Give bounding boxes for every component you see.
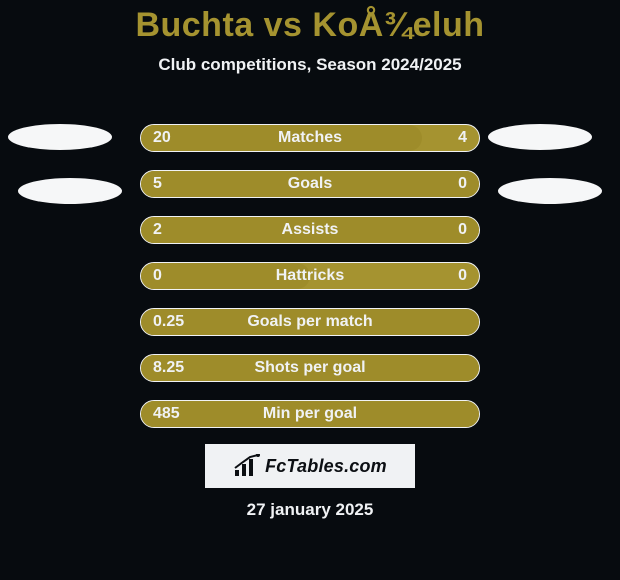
date-label: 27 january 2025	[0, 500, 620, 520]
stat-label: Min per goal	[211, 405, 409, 423]
page-title: Buchta vs KoÅ¾eluh	[0, 0, 620, 45]
stat-row: 0Hattricks0	[140, 262, 480, 290]
subtitle: Club competitions, Season 2024/2025	[0, 55, 620, 75]
signal-bars-icon	[233, 454, 261, 478]
stat-left-value: 20	[141, 129, 211, 147]
stat-row: 20Matches4	[140, 124, 480, 152]
stat-right-value: 0	[409, 175, 479, 193]
badge-right-1	[488, 124, 592, 150]
stat-label: Hattricks	[211, 267, 409, 285]
stats-panel: 20Matches45Goals02Assists00Hattricks00.2…	[140, 124, 480, 446]
stat-label: Shots per goal	[211, 359, 409, 377]
stat-right-value: 4	[409, 129, 479, 147]
stat-row: 8.25Shots per goal	[140, 354, 480, 382]
stat-row: 2Assists0	[140, 216, 480, 244]
stat-row: 5Goals0	[140, 170, 480, 198]
badge-left-2	[18, 178, 122, 204]
stat-left-value: 0	[141, 267, 211, 285]
badge-left-1	[8, 124, 112, 150]
content-root: Buchta vs KoÅ¾eluh Club competitions, Se…	[0, 0, 620, 580]
stat-left-value: 2	[141, 221, 211, 239]
stat-right-value: 0	[409, 221, 479, 239]
stat-label: Assists	[211, 221, 409, 239]
fctables-logo[interactable]: FcTables.com	[205, 444, 415, 488]
stat-left-value: 0.25	[141, 313, 211, 331]
stat-label: Goals per match	[211, 313, 409, 331]
logo-text: FcTables.com	[265, 456, 387, 477]
stat-row: 485Min per goal	[140, 400, 480, 428]
stat-right-value: 0	[409, 267, 479, 285]
badge-right-2	[498, 178, 602, 204]
stat-left-value: 8.25	[141, 359, 211, 377]
stat-row: 0.25Goals per match	[140, 308, 480, 336]
stat-label: Matches	[211, 129, 409, 147]
stat-label: Goals	[211, 175, 409, 193]
stat-left-value: 485	[141, 405, 211, 423]
stat-left-value: 5	[141, 175, 211, 193]
